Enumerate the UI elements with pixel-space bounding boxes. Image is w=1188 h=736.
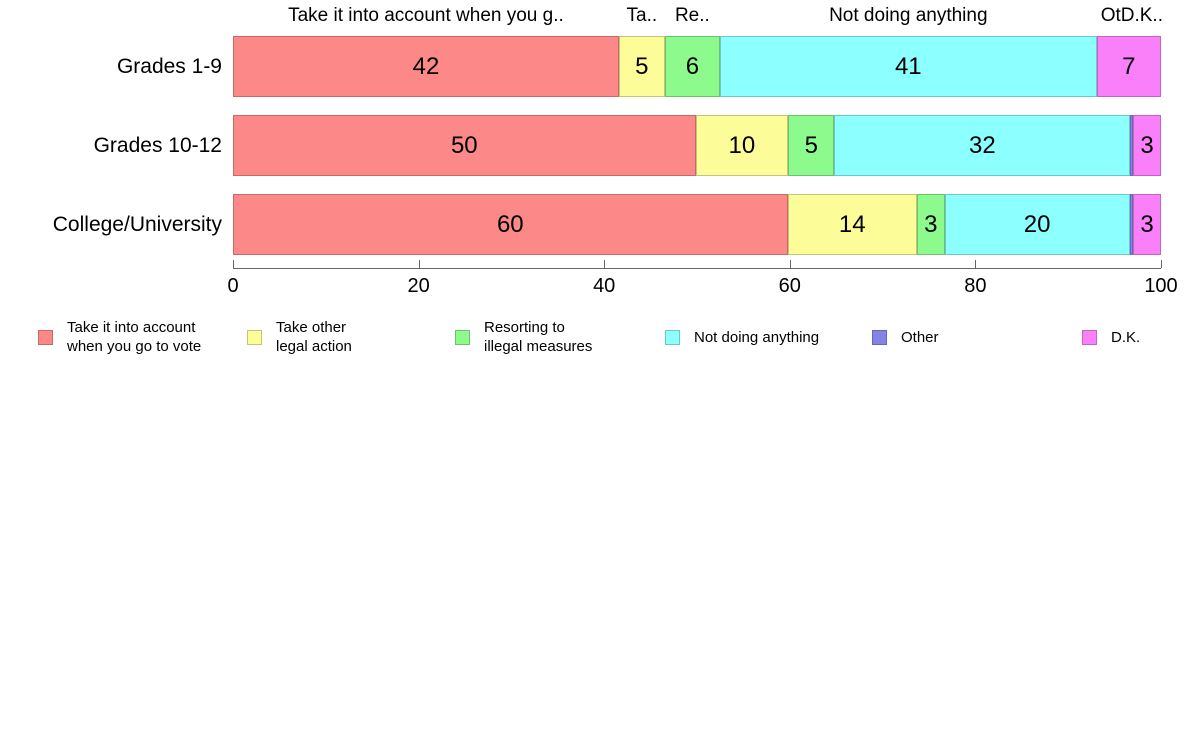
legend-swatch [665,329,680,345]
segment-other [1129,194,1134,255]
x-axis-tick [975,260,977,268]
x-axis-tick-label: 100 [1144,275,1178,297]
legend-label: Not doing anything [694,328,820,346]
segment-not-doing-anything: 41 [719,36,1097,97]
segment-value: 50 [450,131,478,159]
segment-not-doing-anything: 32 [834,115,1131,176]
segment-take-it-into-account-when-you-go-to-vote: 50 [233,115,696,176]
column-header: Re.. [674,5,710,26]
x-axis-line [233,268,1161,269]
legend-item-d-k: D.K. [1082,314,1140,360]
segment-value: 42 [412,52,440,80]
segment-not-doing-anything: 20 [944,194,1130,255]
segment-value: 14 [838,210,866,238]
legend-item-other: Other [872,314,939,360]
segment-other [1130,115,1134,176]
segment-take-other-legal-action: 5 [618,36,665,97]
segment-d-k: 3 [1133,115,1161,176]
segment-d-k: 7 [1096,36,1161,97]
x-axis-tick [418,260,420,268]
segment-value: 20 [1023,210,1051,238]
segment-take-other-legal-action: 10 [695,115,789,176]
segment-take-other-legal-action: 14 [787,194,917,255]
column-header: OtD.K.. [1100,5,1163,26]
x-axis-tick-label: 20 [407,275,430,297]
segment-value: 3 [924,210,938,238]
legend-label: Resorting to illegal measures [484,319,593,355]
bar-row: 60 14 3 20 3 [233,194,1161,255]
legend-swatch [455,329,470,345]
x-axis-tick [1161,260,1162,268]
legend-swatch [872,329,887,345]
segment-value: 41 [894,52,922,80]
x-axis-tick-label: 40 [593,275,616,297]
segment-d-k: 3 [1133,194,1161,255]
x-axis-tick [604,260,606,268]
segment-value: 3 [1140,131,1154,159]
segment-value: 5 [635,52,649,80]
bar-row: 42 5 6 41 7 [233,36,1161,97]
x-axis-tick [789,260,791,268]
bar-row: 50 10 5 32 3 [233,115,1161,176]
segment-value: 32 [969,131,996,159]
segment-resorting-to-illegal-measures: 6 [664,36,720,97]
segment-value: 7 [1122,52,1136,80]
segment-value: 6 [685,52,700,80]
legend-label: Take other legal action [276,319,352,355]
legend-swatch [1082,329,1097,345]
segment-value: 3 [1140,210,1154,238]
category-label: Grades 1-9 [116,54,222,78]
segment-value: 60 [496,210,524,238]
legend-swatch [247,329,262,345]
legend-item-take-it-into-account: Take it into account when you go to vote [38,314,201,360]
column-header: Take it into account when you g.. [288,5,564,26]
legend-item-resorting-to: Resorting to illegal measures [455,314,592,360]
segment-value: 5 [804,131,818,159]
segment-take-it-into-account-when-you-go-to-vote: 60 [233,194,788,255]
segment-resorting-to-illegal-measures: 3 [916,194,945,255]
x-axis-tick-label: 0 [227,275,239,297]
x-axis-tick-label: 60 [778,275,801,297]
column-header: Not doing anything [829,5,988,26]
legend-item-take-other: Take other legal action [247,314,352,360]
column-header: Ta.. [626,5,658,26]
legend-label: Take it into account when you go to vote [67,319,202,355]
category-label: College/University [52,212,222,236]
x-axis-tick-label: 80 [964,275,987,297]
x-axis-tick [233,260,234,268]
legend-swatch [38,329,53,345]
legend-item-not-doing-anything: Not doing anything [665,314,819,360]
legend-label: D.K. [1111,328,1141,346]
category-label: Grades 10-12 [93,133,222,157]
segment-value: 10 [728,131,756,159]
segment-take-it-into-account-when-you-go-to-vote: 42 [233,36,619,97]
segment-resorting-to-illegal-measures: 5 [788,115,835,176]
legend-label: Other [901,328,939,346]
